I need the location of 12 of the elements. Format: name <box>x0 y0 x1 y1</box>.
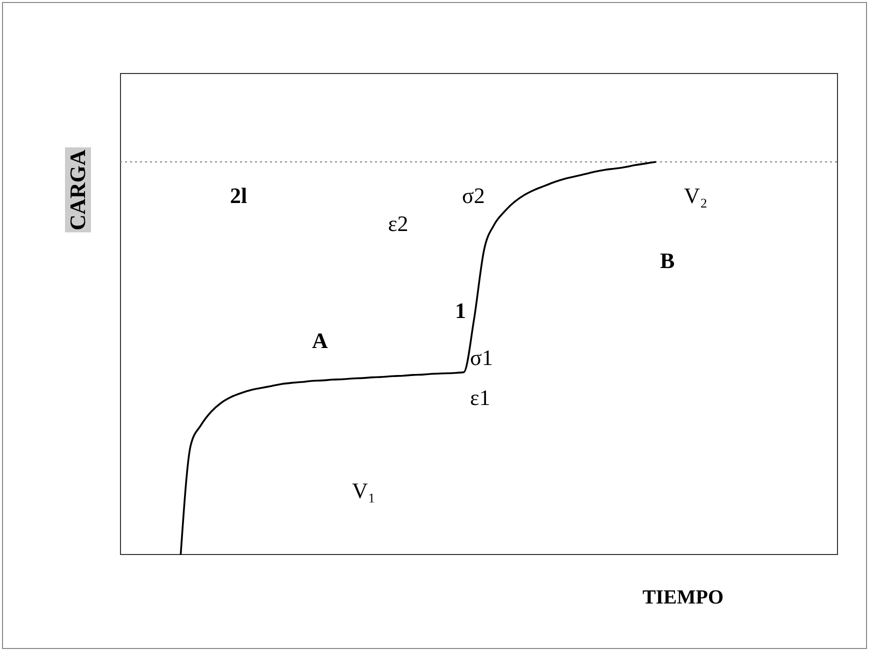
annotation: 1 <box>455 298 466 323</box>
annotation: B <box>660 248 675 273</box>
annotation: σ2 <box>462 183 485 208</box>
annotation: V₁ <box>352 478 376 503</box>
annotation: V₂ <box>684 183 708 208</box>
annotation: 2l <box>230 183 248 208</box>
y-axis-title: CARGA <box>65 148 91 232</box>
annotation: A <box>312 328 328 353</box>
x-axis-title: TIEMPO <box>642 586 724 610</box>
annotation: ε2 <box>388 211 408 236</box>
annotation: ε1 <box>470 385 490 410</box>
annotation: σ1 <box>470 345 493 370</box>
